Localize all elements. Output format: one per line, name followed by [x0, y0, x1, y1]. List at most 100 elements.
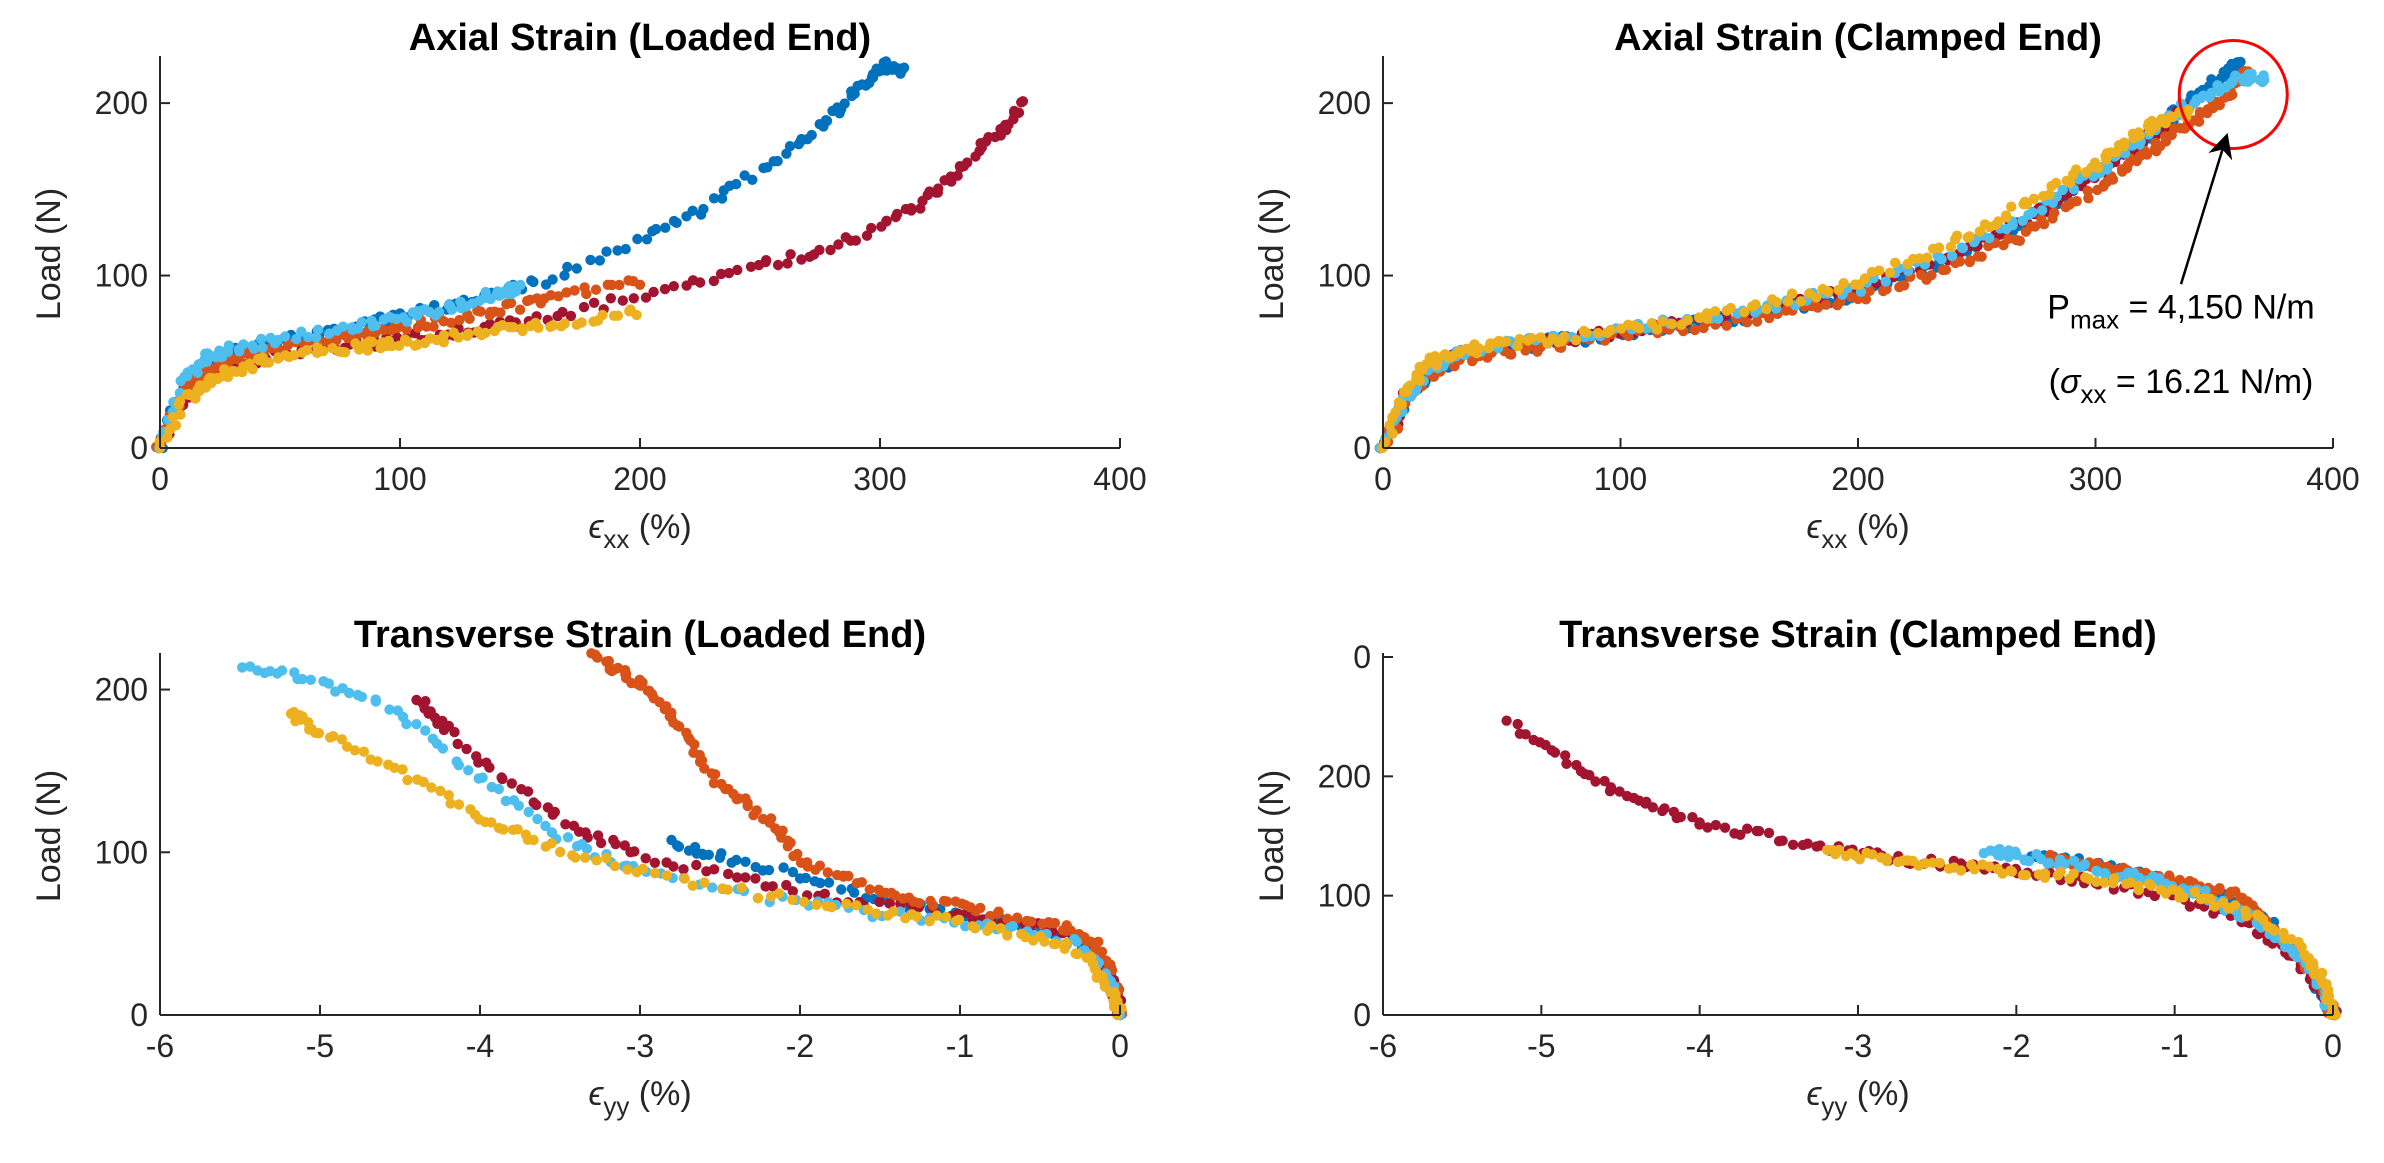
data-point — [750, 861, 761, 873]
data-point — [1668, 806, 1680, 818]
data-point — [170, 420, 182, 431]
data-point — [1974, 226, 1986, 237]
data-point — [782, 258, 793, 269]
data-point — [982, 925, 993, 936]
data-point — [1859, 273, 1871, 284]
data-point — [1864, 285, 1876, 296]
data-point — [1761, 303, 1772, 315]
data-point — [311, 332, 322, 343]
data-point — [2133, 880, 2144, 892]
data-point — [312, 324, 324, 335]
data-point — [1922, 252, 1933, 263]
data-point — [1702, 822, 1713, 833]
x-tick-label: -4 — [1685, 1028, 1713, 1064]
data-point — [2007, 220, 2018, 231]
data-point — [1940, 264, 1952, 275]
data-point — [2068, 855, 2080, 866]
x-tick-label: -2 — [786, 1028, 814, 1064]
data-point — [540, 841, 551, 852]
data-point — [1528, 734, 1539, 746]
data-point — [318, 346, 329, 357]
data-point — [279, 331, 291, 342]
y-axis-label: Load (N) — [1253, 188, 1291, 320]
series-5 — [285, 706, 1127, 1021]
data-point — [445, 798, 456, 809]
data-point — [1719, 822, 1731, 833]
data-point — [495, 307, 506, 318]
data-point — [2252, 909, 2263, 920]
data-point — [1840, 850, 1852, 862]
data-point — [2304, 960, 2316, 971]
data-point — [962, 157, 973, 168]
data-point — [836, 884, 847, 895]
data-point — [318, 676, 329, 687]
data-point — [365, 754, 376, 765]
data-point — [609, 860, 621, 872]
data-point — [427, 733, 438, 744]
data-point — [1048, 938, 1060, 950]
data-point — [471, 751, 482, 762]
data-point — [1396, 399, 1408, 410]
series-layer — [151, 56, 1029, 454]
data-point — [708, 778, 720, 789]
data-point — [995, 923, 1006, 934]
data-point — [640, 292, 652, 303]
data-point — [1013, 107, 1025, 118]
data-point — [426, 782, 437, 793]
data-point — [401, 316, 413, 327]
x-tick-label: 400 — [1093, 461, 1146, 497]
data-point — [464, 313, 475, 324]
data-point — [2121, 878, 2132, 889]
data-point — [2183, 104, 2194, 116]
data-point — [787, 886, 798, 897]
data-point — [386, 340, 397, 352]
annotation-group: Pmax = 4,150 N/m (σxx = 16.21 N/m) — [2047, 38, 2315, 409]
data-point — [2028, 193, 2040, 204]
data-point — [698, 203, 709, 215]
data-point — [642, 685, 653, 696]
data-point — [2017, 869, 2029, 881]
pmax-label: Pmax = 4,150 N/m — [2047, 289, 2314, 335]
data-point — [1751, 825, 1763, 837]
data-point — [1599, 775, 1610, 787]
series-2 — [411, 694, 1127, 1020]
data-point — [1560, 750, 1571, 761]
data-point — [1820, 299, 1832, 310]
data-point — [1387, 428, 1398, 439]
data-point — [392, 332, 403, 343]
x-axis-label: ϵyy (%) — [588, 1075, 691, 1121]
data-point — [2027, 207, 2038, 218]
y-axis-label: Load (N) — [30, 188, 68, 320]
x-tick-label: 0 — [2324, 1028, 2342, 1064]
data-point — [715, 268, 727, 280]
data-point — [723, 868, 734, 880]
x-tick-label: -3 — [626, 1028, 654, 1064]
data-point — [2019, 855, 2030, 866]
data-point — [1559, 331, 1570, 342]
data-point — [608, 834, 619, 846]
data-point — [571, 841, 583, 852]
x-tick-label: 300 — [2069, 461, 2122, 497]
data-point — [1561, 758, 1572, 769]
data-point — [612, 245, 623, 256]
data-point — [2014, 235, 2026, 246]
data-point — [772, 155, 783, 167]
y-tick-label: 100 — [1318, 258, 1371, 294]
data-point — [649, 868, 661, 879]
data-point — [590, 284, 602, 295]
data-point — [392, 705, 403, 716]
data-point — [1467, 356, 1478, 367]
series-layer — [237, 648, 1128, 1021]
data-point — [453, 799, 465, 810]
data-point — [1694, 819, 1705, 830]
data-point — [562, 832, 574, 843]
data-point — [576, 317, 587, 328]
data-point — [291, 333, 302, 345]
data-point — [496, 772, 507, 783]
data-point — [1093, 936, 1104, 947]
data-point — [542, 802, 554, 813]
data-point — [324, 732, 336, 743]
data-point — [873, 884, 884, 895]
data-point — [1621, 790, 1633, 802]
